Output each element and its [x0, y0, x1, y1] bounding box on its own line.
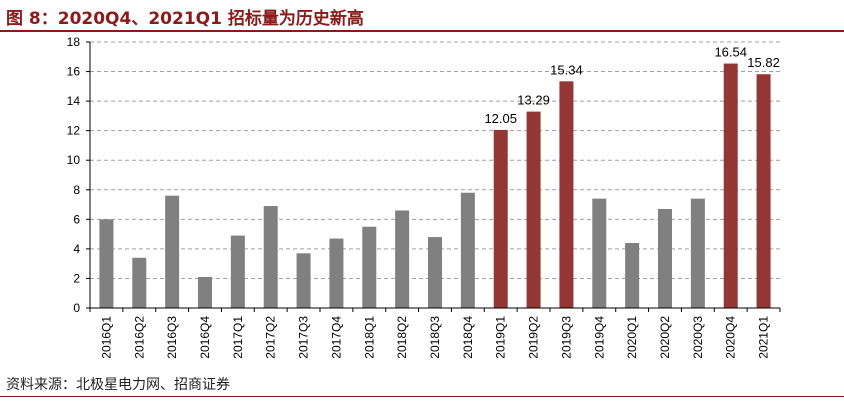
- x-tick-label: 2017Q4: [329, 316, 343, 359]
- bar-2020Q1: [625, 242, 640, 308]
- bar-2018Q2: [395, 210, 410, 308]
- bar-2016Q1: [99, 219, 114, 308]
- bar-2020Q2: [658, 208, 672, 308]
- y-tick-label: 12: [67, 124, 81, 138]
- data-label-2019Q3: 15.34: [550, 62, 583, 77]
- bar-2019Q3: [559, 81, 574, 308]
- y-tick-label: 16: [67, 65, 81, 79]
- bar-2018Q3: [428, 237, 442, 308]
- title-rule: [0, 30, 844, 32]
- data-label-2019Q1: 12.05: [484, 111, 517, 126]
- x-tick-label: 2019Q4: [592, 316, 606, 359]
- bar-2017Q1: [230, 235, 245, 308]
- x-axis-ticks: 2016Q1 2016Q2 2016Q3 2016Q4 2017Q1 2017Q2 2017…: [89, 308, 781, 359]
- x-tick-label: 2016Q1: [99, 316, 113, 359]
- x-tick-label: 2020Q3: [691, 316, 705, 359]
- bar-2019Q1: [493, 129, 508, 308]
- bar-2020Q4: [723, 63, 738, 308]
- bar-2021Q1: [756, 74, 771, 309]
- bottom-rule: [0, 396, 844, 397]
- x-tick-label: 2021Q1: [757, 316, 771, 359]
- bar-2016Q2: [132, 257, 147, 308]
- y-tick-label: 2: [73, 271, 80, 285]
- y-tick-label: 10: [67, 153, 81, 167]
- y-tick-label: 18: [67, 35, 81, 49]
- x-tick-label: 2020Q1: [625, 316, 639, 359]
- y-tick-label: 8: [73, 183, 80, 197]
- x-tick-label: 2019Q3: [559, 316, 573, 359]
- bar-2017Q4: [329, 238, 344, 308]
- x-tick-label: 2016Q2: [132, 316, 146, 359]
- x-tick-label: 2018Q3: [428, 316, 442, 359]
- y-tick-label: 0: [73, 301, 80, 315]
- y-axis-ticks: 0 2 4 6 8 10 12 14 16 18: [67, 35, 90, 315]
- x-tick-label: 2020Q4: [724, 316, 738, 359]
- data-label-2020Q4: 16.54: [714, 45, 747, 60]
- y-tick-label: 14: [67, 94, 81, 108]
- bar-2017Q3: [296, 253, 311, 308]
- x-tick-label: 2016Q3: [165, 316, 179, 359]
- x-tick-label: 2018Q1: [362, 316, 376, 359]
- x-tick-label: 2020Q2: [658, 316, 672, 359]
- bar-2016Q3: [165, 195, 180, 308]
- x-tick-label: 2018Q4: [461, 316, 475, 359]
- y-tick-label: 4: [73, 242, 80, 256]
- source-note: 资料来源：北极星电力网、招商证券: [6, 377, 230, 393]
- x-tick-label: 2018Q2: [395, 316, 409, 359]
- x-tick-label: 2019Q1: [494, 316, 508, 359]
- data-label-2019Q2: 13.29: [517, 93, 550, 108]
- bar-2018Q1: [362, 226, 377, 308]
- x-tick-label: 2019Q2: [527, 316, 541, 359]
- bar-2020Q3: [690, 198, 705, 308]
- bar-2019Q4: [592, 198, 607, 308]
- bar-2018Q4: [460, 192, 475, 308]
- x-tick-label: 2017Q1: [231, 316, 245, 359]
- axes: [89, 42, 780, 309]
- bar-2016Q4: [198, 276, 212, 308]
- x-tick-label: 2017Q2: [264, 316, 278, 359]
- bars: [99, 63, 771, 309]
- figure-title: 图 8：2020Q4、2021Q1 招标量为历史新高: [6, 9, 364, 29]
- x-tick-label: 2016Q4: [198, 316, 212, 359]
- data-label-2021Q1: 15.82: [747, 55, 780, 70]
- bar-2017Q2: [263, 206, 278, 308]
- x-tick-label: 2017Q3: [297, 316, 311, 359]
- y-tick-label: 6: [73, 212, 80, 226]
- bar-2019Q2: [526, 111, 541, 308]
